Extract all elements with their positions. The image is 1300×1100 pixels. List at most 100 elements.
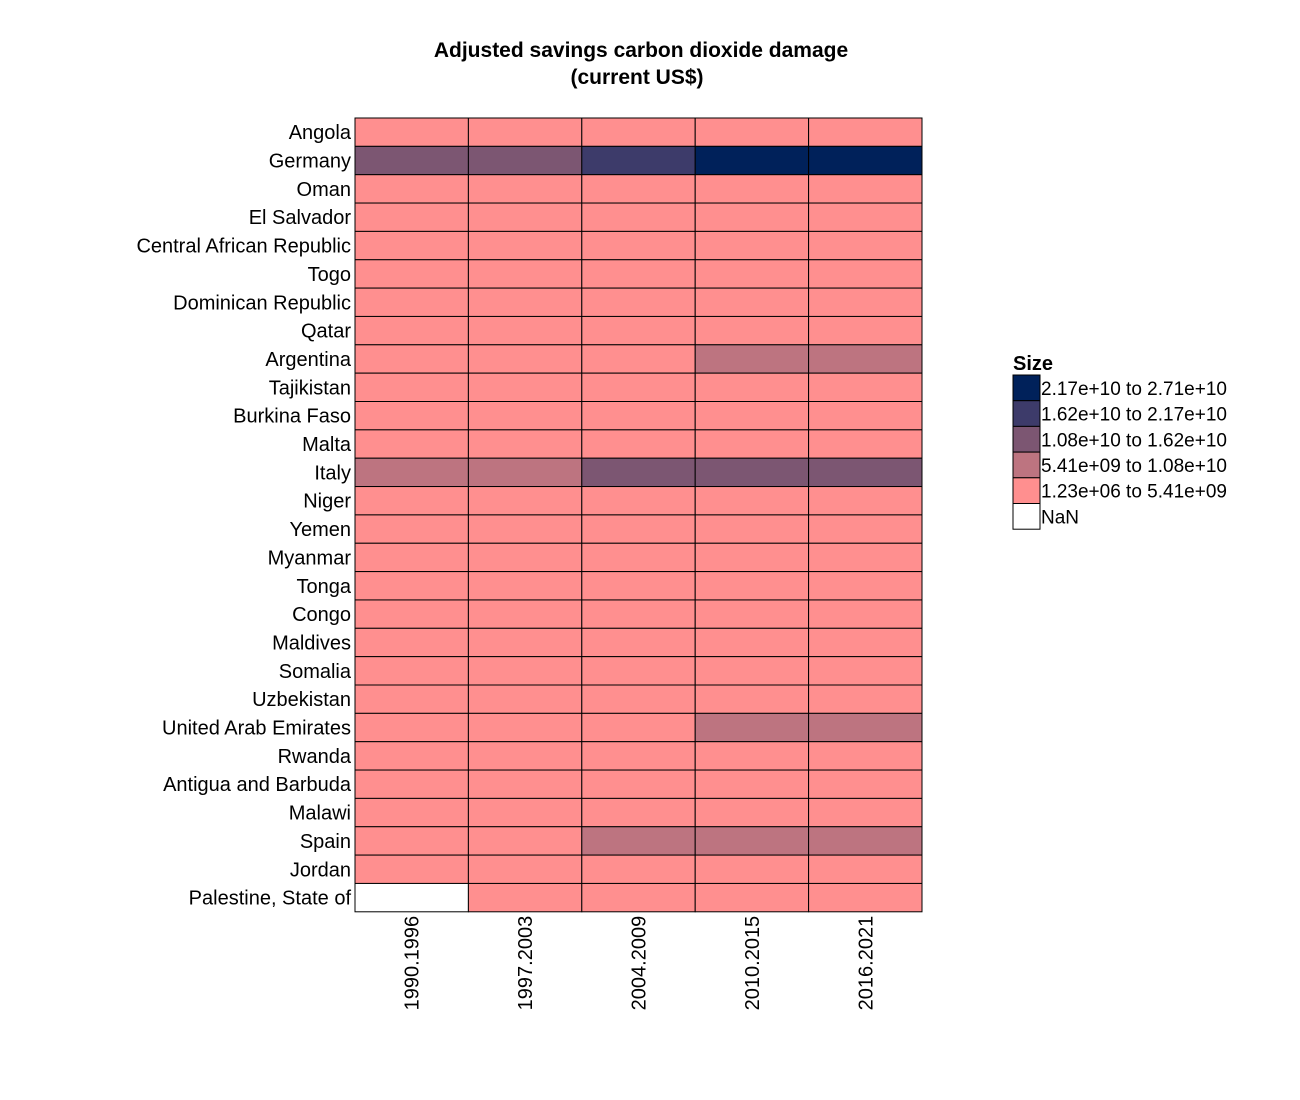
heatmap-cell bbox=[808, 514, 923, 544]
heatmap-cell bbox=[581, 797, 696, 828]
row-label: Rwanda bbox=[278, 746, 352, 768]
heatmap-cell bbox=[581, 372, 696, 402]
row-label: Yemen bbox=[289, 519, 351, 541]
row-label: Niger bbox=[303, 491, 351, 513]
legend-label: NaN bbox=[1041, 507, 1079, 528]
heatmap-cell bbox=[808, 372, 923, 402]
heatmap-cell bbox=[354, 202, 469, 232]
heatmap-cell bbox=[694, 826, 810, 856]
column-label: 1997.2003 bbox=[515, 916, 537, 1011]
heatmap-cell bbox=[808, 486, 923, 516]
heatmap-cell bbox=[808, 429, 923, 459]
heatmap-cell bbox=[581, 202, 696, 232]
heatmap-cell bbox=[467, 457, 583, 488]
row-label: Qatar bbox=[301, 321, 351, 343]
row-label: Somalia bbox=[279, 661, 352, 683]
legend-swatch bbox=[1012, 425, 1041, 453]
heatmap-cell bbox=[467, 712, 583, 743]
row-label: Oman bbox=[297, 179, 351, 201]
heatmap-cell bbox=[467, 117, 583, 147]
heatmap-cell bbox=[694, 627, 810, 658]
heatmap-cell bbox=[467, 315, 583, 346]
heatmap-cell bbox=[467, 684, 583, 714]
heatmap-cell bbox=[694, 797, 810, 828]
heatmap-cell bbox=[354, 741, 469, 771]
legend-label: 1.62e+10 to 2.17e+10 bbox=[1041, 405, 1227, 426]
heatmap-cell bbox=[808, 854, 923, 884]
heatmap-cell bbox=[467, 486, 583, 516]
heatmap-cell bbox=[808, 145, 923, 176]
row-label: Tajikistan bbox=[269, 377, 351, 399]
heatmap-cell bbox=[581, 486, 696, 516]
heatmap-cell bbox=[354, 854, 469, 884]
heatmap-cell bbox=[694, 429, 810, 459]
heatmap-cell bbox=[808, 741, 923, 771]
heatmap-cell bbox=[808, 571, 923, 601]
heatmap-cell bbox=[581, 826, 696, 856]
legend-swatch bbox=[1012, 503, 1041, 530]
legend-swatch bbox=[1012, 451, 1041, 479]
row-label: Angola bbox=[289, 122, 352, 144]
row-label: Burkina Faso bbox=[233, 406, 351, 428]
heatmap-cell bbox=[694, 259, 810, 289]
heatmap-cell bbox=[354, 259, 469, 289]
heatmap-cell bbox=[808, 230, 923, 261]
heatmap-cell bbox=[354, 656, 469, 686]
heatmap-cell bbox=[467, 826, 583, 856]
heatmap-cell bbox=[808, 542, 923, 573]
row-labels: Angola Germany Oman El Salvador Central Afri… bbox=[136, 122, 351, 909]
heatmap-cell bbox=[467, 627, 583, 658]
heatmap-cell bbox=[467, 769, 583, 799]
heatmap-cell bbox=[694, 571, 810, 601]
heatmap-cell bbox=[808, 287, 923, 317]
heatmap-cell bbox=[467, 145, 583, 176]
heatmap-cell bbox=[694, 372, 810, 402]
chart-subtitle: (current US$) bbox=[570, 66, 703, 89]
row-label: Palestine, State of bbox=[189, 888, 352, 910]
legend-title: Size bbox=[1013, 353, 1053, 375]
heatmap-cell bbox=[467, 656, 583, 686]
heatmap-cell bbox=[694, 712, 810, 743]
heatmap-cell bbox=[354, 174, 469, 204]
heatmap-cell bbox=[467, 599, 583, 629]
heatmap-cell bbox=[354, 797, 469, 828]
chart-title: Adjusted savings carbon dioxide damage bbox=[434, 39, 848, 62]
heatmap-cell bbox=[808, 457, 923, 488]
column-labels: 1990.1996 1997.2003 2004.2009 2010.2015 2016… bbox=[402, 916, 878, 1011]
heatmap-cell bbox=[581, 344, 696, 374]
heatmap-cell bbox=[581, 769, 696, 799]
heatmap-cell bbox=[808, 202, 923, 232]
heatmap-cell bbox=[467, 882, 583, 913]
heatmap-cell bbox=[467, 372, 583, 402]
row-label: Togo bbox=[308, 264, 351, 286]
heatmap-cell bbox=[354, 486, 469, 516]
heatmap-cell bbox=[581, 656, 696, 686]
column-label: 2004.2009 bbox=[629, 916, 651, 1011]
heatmap-cell bbox=[467, 174, 583, 204]
heatmap-cell bbox=[694, 287, 810, 317]
heatmap-cell bbox=[467, 230, 583, 261]
row-label: Jordan bbox=[290, 859, 351, 881]
heatmap-cell bbox=[354, 315, 469, 346]
legend-label: 1.23e+06 to 5.41e+09 bbox=[1041, 482, 1227, 503]
heatmap-cell bbox=[581, 287, 696, 317]
heatmap-cell bbox=[467, 202, 583, 232]
heatmap-cell bbox=[694, 486, 810, 516]
heatmap-cell bbox=[354, 145, 469, 176]
heatmap-cell bbox=[808, 401, 923, 431]
heatmap-cell bbox=[354, 826, 469, 856]
row-label: Congo bbox=[292, 604, 351, 626]
legend-swatch bbox=[1012, 400, 1041, 427]
heatmap-cell bbox=[694, 656, 810, 686]
heatmap-cell bbox=[694, 542, 810, 573]
heatmap-cell bbox=[467, 542, 583, 573]
heatmap-cell bbox=[581, 712, 696, 743]
heatmap-cell bbox=[694, 401, 810, 431]
heatmap-cell bbox=[694, 769, 810, 799]
row-label: Italy bbox=[314, 462, 351, 484]
heatmap-cell bbox=[694, 145, 810, 176]
heatmap-cell bbox=[354, 571, 469, 601]
heatmap-cell bbox=[808, 656, 923, 686]
heatmap-cell bbox=[694, 882, 810, 913]
legend-label: 2.17e+10 to 2.71e+10 bbox=[1041, 379, 1227, 400]
